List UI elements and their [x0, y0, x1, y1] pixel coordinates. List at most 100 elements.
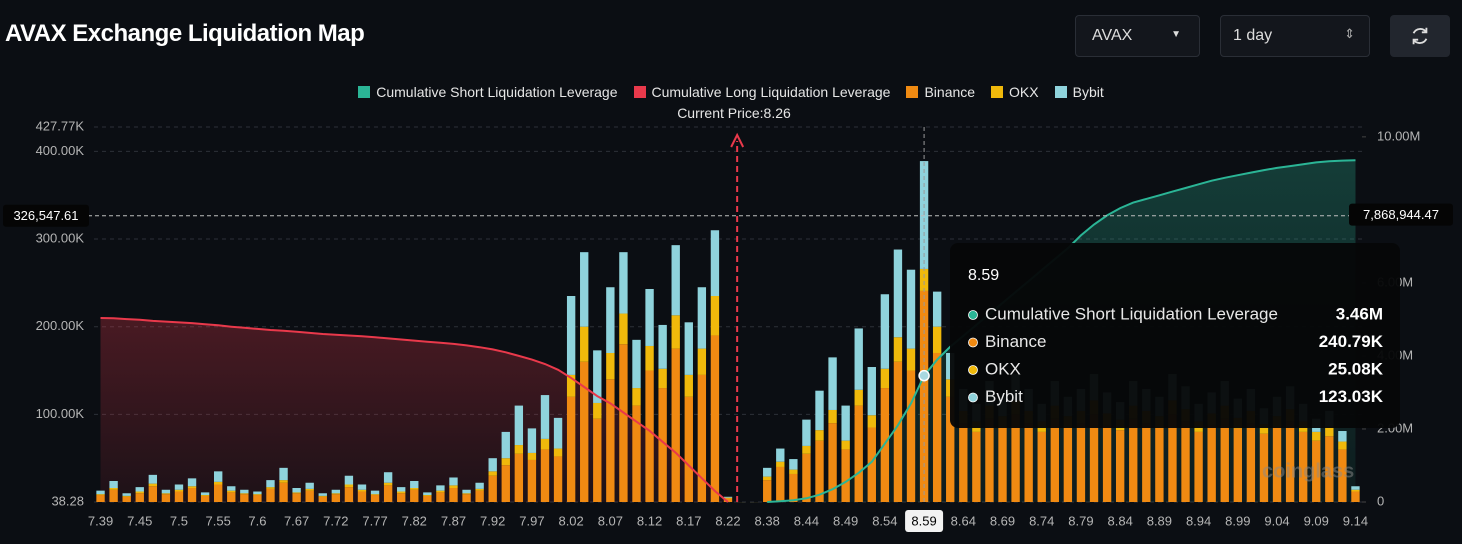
bar-segment [292, 488, 301, 493]
bar-segment [383, 472, 393, 483]
bar-segment [475, 490, 484, 502]
bar-segment [1272, 427, 1282, 502]
bar-segment [540, 395, 550, 439]
bar-segment [1102, 424, 1112, 502]
bar-segment [475, 488, 484, 491]
bar-segment [266, 488, 275, 502]
bar-segment [619, 252, 628, 314]
bar-segment [540, 449, 550, 502]
bar-segment [436, 490, 445, 493]
bar-segment [1351, 489, 1360, 492]
tooltip-value: 123.03K [1319, 387, 1384, 406]
tooltip-name: Binance [985, 332, 1046, 351]
bar-segment [488, 471, 497, 476]
bar-segment [1207, 424, 1216, 502]
bar-segment [919, 161, 929, 269]
x-tick-label: 7.97 [519, 513, 544, 528]
y2-tick-label: 0 [1377, 493, 1384, 508]
bar-segment [122, 495, 131, 497]
x-tick-label: 7.72 [323, 513, 348, 528]
watermark: coinglass [1262, 460, 1354, 482]
tooltip-box [950, 243, 1400, 428]
bar-segment [462, 493, 471, 495]
x-tick-label: 8.17 [676, 513, 701, 528]
legend-label: Cumulative Short Liquidation Leverage [376, 84, 618, 100]
bar-segment [423, 492, 432, 496]
bar-segment [906, 370, 916, 502]
bar-segment [802, 453, 811, 502]
bar-segment [109, 488, 118, 490]
bar-segment [397, 491, 406, 494]
bar-segment [240, 489, 249, 494]
bar-segment [370, 490, 380, 495]
y-tick-label: 100.00K [36, 406, 85, 421]
bar-segment [1089, 414, 1099, 502]
bar-segment [880, 368, 890, 389]
dropdown-caret: ▼ [1171, 29, 1181, 40]
bar-segment [566, 296, 576, 375]
bar-segment [214, 471, 223, 482]
bar-segment [710, 335, 720, 502]
bar-segment [1325, 436, 1334, 502]
bar-segment [148, 486, 158, 502]
bar-segment [1246, 423, 1256, 502]
bar-segment [1142, 423, 1151, 502]
bar-segment [1076, 423, 1086, 502]
bar-segment [828, 423, 837, 502]
bar-segment [397, 487, 406, 492]
bar-segment [122, 493, 131, 496]
x-tick-label: 8.79 [1068, 513, 1093, 528]
bar-segment [776, 466, 785, 502]
bar-segment [357, 484, 367, 490]
hover-dot [918, 369, 930, 382]
bar-segment [553, 448, 563, 457]
bar-segment [514, 405, 524, 446]
interval-select[interactable]: 1 day ⇕ [1220, 15, 1370, 57]
bar-segment [632, 339, 641, 389]
bar-segment [815, 430, 824, 441]
bar-segment [1129, 418, 1138, 502]
refresh-button[interactable] [1390, 15, 1450, 57]
bar-segment [841, 449, 850, 502]
bar-segment [1011, 414, 1020, 502]
bar-segment [1351, 486, 1360, 490]
tooltip-name: OKX [985, 359, 1021, 378]
bar-segment [174, 489, 184, 492]
tooltip-value: 240.79K [1319, 332, 1384, 351]
x-tick-label: 7.67 [284, 513, 309, 528]
bar-segment [397, 493, 406, 502]
symbol-select[interactable]: AVAX ▼ [1075, 15, 1200, 57]
bar-segment [1351, 491, 1360, 502]
bar-segment [318, 496, 327, 502]
x-highlight-box [905, 510, 944, 532]
bar-segment [410, 488, 419, 490]
bar-segment [1220, 418, 1229, 502]
bar-segment [1037, 431, 1046, 502]
legend-item: Cumulative Short Liquidation Leverage [358, 84, 618, 100]
tooltip-name: Cumulative Short Liquidation Leverage [985, 304, 1278, 323]
tooltip-swatch [968, 310, 978, 320]
crosshair-y2-label: 7,868,944.47 [1363, 207, 1439, 222]
bar-segment [697, 374, 707, 502]
page-title: AVAX Exchange Liquidation Map [5, 20, 365, 47]
bar-segment [200, 492, 210, 496]
bar-segment [580, 361, 589, 502]
bar-segment [763, 476, 772, 481]
bar-segment [475, 482, 484, 489]
bar-segment [684, 396, 693, 502]
bar-segment [501, 458, 510, 466]
bar-segment [1063, 427, 1073, 502]
y-tick-label: 427.77K [36, 118, 85, 133]
bar-segment [763, 480, 772, 502]
bar-segment [723, 496, 733, 498]
current-price-label: Current Price:8.26 [677, 105, 791, 121]
bar-segment [1259, 433, 1269, 502]
x-tick-label: 7.82 [402, 513, 427, 528]
crosshair-y-label: 326,547.61 [13, 208, 78, 223]
bar-segment [893, 337, 903, 362]
bar-segment [867, 427, 876, 502]
bar-segment [593, 350, 602, 403]
bar-segment [240, 493, 249, 495]
legend-label: Bybit [1072, 84, 1104, 100]
